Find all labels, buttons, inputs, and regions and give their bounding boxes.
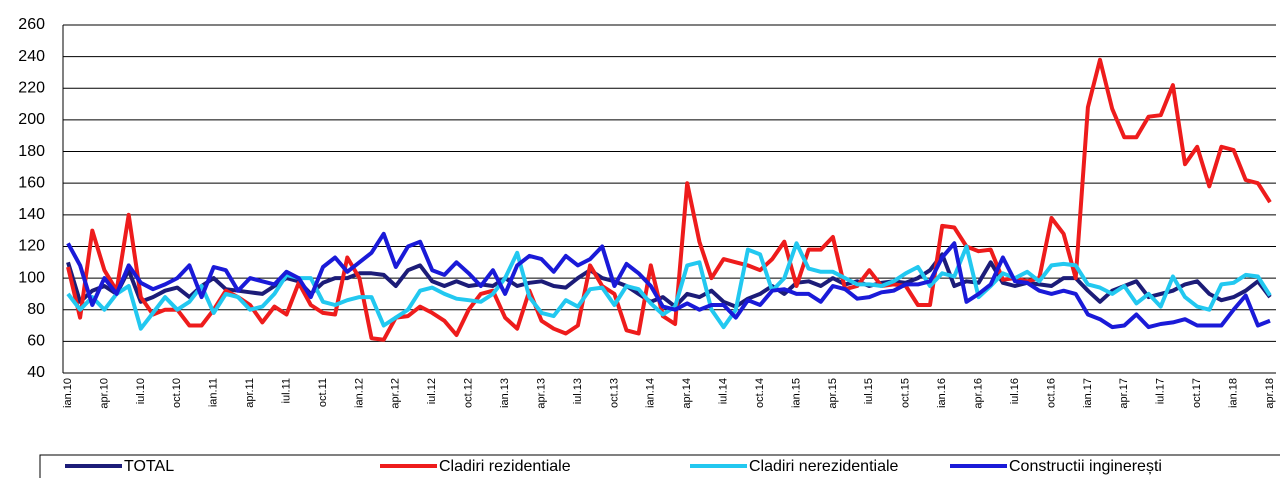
y-tick-label: 160 — [18, 174, 45, 191]
x-tick-label: ian.18 — [1227, 378, 1239, 408]
y-tick-label: 140 — [18, 206, 45, 223]
x-tick-label: oct.10 — [171, 378, 183, 408]
x-tick-label: iul.16 — [1009, 378, 1021, 404]
x-tick-label: oct.15 — [900, 378, 912, 408]
x-tick-label: apr.12 — [390, 378, 402, 409]
legend-label: Cladiri rezidentiale — [439, 458, 571, 475]
y-tick-label: 240 — [18, 48, 45, 65]
x-tick-label: iul.14 — [718, 378, 730, 404]
series-line — [66, 231, 1271, 330]
y-tick-label: 60 — [27, 333, 45, 350]
legend-box — [39, 454, 1280, 483]
x-tick-label: oct.12 — [463, 378, 475, 408]
x-tick-label: iul.17 — [1155, 378, 1167, 404]
series-line — [66, 241, 1272, 331]
x-tick-label: iul.11 — [280, 378, 292, 403]
x-tick-label: ian.11 — [208, 378, 220, 407]
y-tick-label: 200 — [18, 111, 45, 128]
x-tick-label: iul.12 — [426, 378, 438, 404]
x-tick-label: oct.13 — [608, 378, 620, 408]
x-tick-label: ian.12 — [353, 378, 365, 408]
y-tick-label: 120 — [18, 238, 45, 255]
y-tick-label: 80 — [27, 301, 45, 318]
x-tick-label: apr.14 — [681, 378, 693, 409]
x-tick-label: apr.18 — [1264, 378, 1276, 409]
x-tick-label: apr.15 — [827, 378, 839, 409]
x-tick-label: ian.10 — [62, 378, 74, 408]
x-tick-label: ian.16 — [936, 378, 948, 408]
x-tick-label: iul.13 — [572, 378, 584, 404]
y-tick-label: 40 — [27, 364, 45, 381]
x-tick-label: apr.10 — [98, 378, 110, 409]
x-tick-label: apr.11 — [244, 378, 256, 408]
x-tick-label: oct.17 — [1191, 378, 1203, 408]
x-tick-label: iul.15 — [863, 378, 875, 404]
x-tick-label: apr.13 — [535, 378, 547, 409]
x-tick-label: ian.15 — [790, 378, 802, 408]
x-tick-label: ian.17 — [1082, 378, 1094, 408]
x-tick-label: ian.14 — [645, 378, 657, 408]
series-line — [66, 252, 1272, 309]
y-tick-label: 100 — [18, 269, 45, 286]
legend-label: TOTAL — [124, 458, 174, 475]
y-tick-label: 260 — [18, 16, 45, 33]
x-tick-label: oct.14 — [754, 378, 766, 408]
x-tick-label: apr.17 — [1118, 378, 1130, 409]
x-tick-label: apr.16 — [973, 378, 985, 409]
series-line — [66, 57, 1272, 342]
y-tick-label: 220 — [18, 79, 45, 96]
y-tick-label: 180 — [18, 143, 45, 160]
x-tick-label: oct.11 — [317, 378, 329, 407]
x-tick-label: ian.13 — [499, 378, 511, 408]
legend-label: Cladiri nerezidentiale — [749, 458, 899, 475]
x-tick-label: iul.10 — [135, 378, 147, 404]
legend-label: Constructii inginerești — [1009, 458, 1162, 475]
x-tick-label: oct.16 — [1045, 378, 1057, 408]
